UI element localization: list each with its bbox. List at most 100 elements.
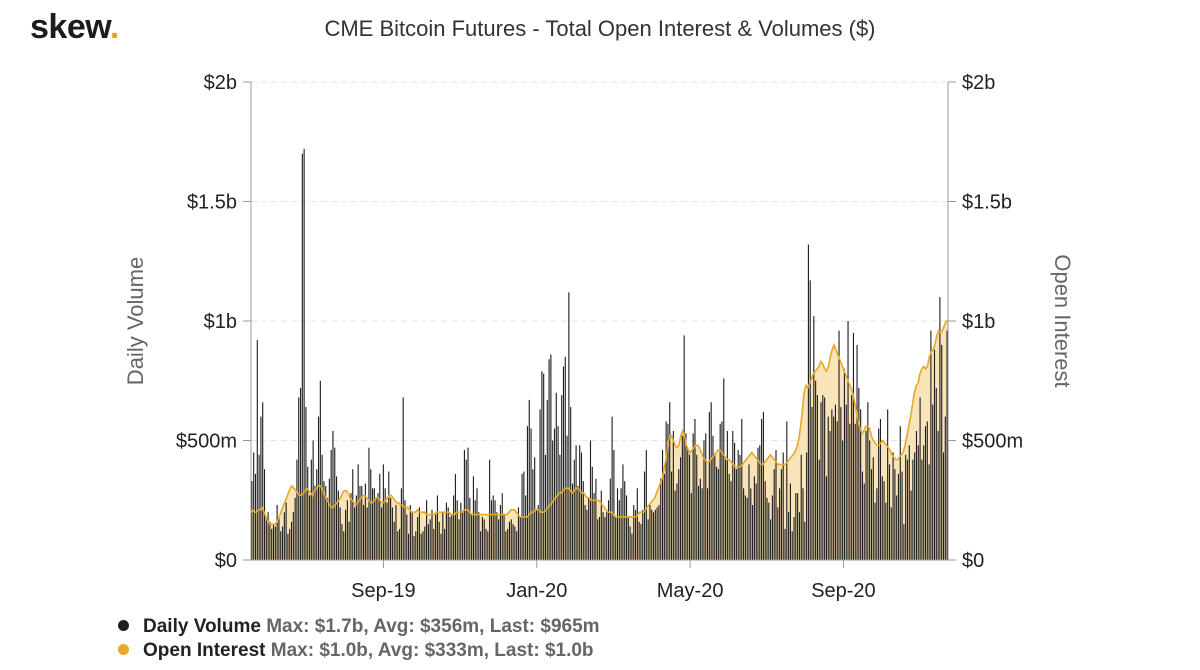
volume-bar [917, 445, 919, 560]
volume-bar [894, 469, 896, 560]
volume-bar [335, 476, 338, 560]
volume-bar [274, 526, 276, 560]
volume-bar [838, 330, 840, 560]
volume-bar [496, 512, 498, 560]
volume-bar [453, 495, 455, 560]
y-tick-label-left: $1.5b [187, 192, 237, 214]
volume-bar [685, 433, 687, 560]
volume-bar [440, 533, 442, 560]
volume-bar [597, 519, 599, 560]
volume-bar [771, 495, 773, 560]
volume-bar [681, 435, 683, 560]
volume-bar [696, 454, 698, 560]
volume-bars [251, 148, 948, 561]
volume-bar [562, 366, 565, 560]
volume-bar [296, 459, 298, 560]
volume-bar [357, 464, 359, 560]
legend-item-daily-volume[interactable]: Daily Volume Max: $1.7b, Avg: $356m, Las… [118, 616, 600, 638]
y-tick-label-left: $1b [204, 311, 237, 333]
volume-bar [519, 516, 521, 560]
volume-bar [368, 447, 370, 560]
volume-bar [634, 509, 637, 560]
volume-bar [705, 433, 707, 560]
volume-bar [624, 481, 626, 560]
volume-bar [523, 471, 525, 560]
volume-bar [265, 516, 267, 560]
volume-bar [688, 454, 691, 560]
volume-bar [618, 500, 620, 560]
volume-bar [485, 528, 487, 560]
volume-bar [537, 505, 539, 560]
volume-bar [806, 452, 808, 560]
volume-bar [307, 466, 309, 560]
skew-logo: skew. [30, 8, 119, 46]
volume-bar [876, 488, 878, 560]
volume-bar [528, 399, 530, 560]
volume-bar [386, 502, 388, 560]
volume-bar [788, 512, 790, 560]
volume-bar [469, 497, 471, 560]
volume-bar [586, 509, 588, 560]
volume-bar [262, 402, 264, 560]
volume-bar [571, 483, 574, 560]
volume-bar [625, 495, 628, 560]
volume-bar [310, 459, 312, 560]
volume-bar [856, 344, 858, 560]
volume-bar [490, 500, 492, 560]
volume-bar [530, 428, 532, 560]
volume-bar [426, 500, 428, 560]
volume-bar [807, 244, 809, 560]
volume-bar [267, 512, 269, 560]
volume-bar [629, 526, 631, 560]
volume-bar [332, 430, 334, 560]
volume-bar [409, 505, 411, 560]
volume-bar [456, 500, 458, 560]
volume-bar [793, 516, 795, 560]
volume-bar [775, 450, 777, 560]
volume-bar [600, 490, 602, 560]
volume-bar [314, 485, 316, 560]
volume-bar [256, 340, 258, 560]
volume-bar [690, 493, 692, 560]
volume-bar [476, 488, 478, 560]
volume-bar [739, 454, 741, 560]
volume-bar [436, 495, 438, 560]
left-axis-title: Daily Volume [123, 257, 148, 385]
volume-bar [816, 395, 818, 560]
volume-bar [260, 416, 262, 560]
volume-bar [881, 476, 883, 560]
volume-bar [652, 512, 655, 560]
volume-bar [912, 459, 914, 560]
volume-bar [874, 502, 876, 560]
volume-bar [406, 514, 408, 560]
volume-bar [595, 478, 597, 560]
volume-bar [813, 316, 815, 560]
volume-bar [480, 531, 482, 560]
volume-bar [451, 514, 453, 560]
volume-bar [858, 387, 860, 560]
volume-bar [494, 500, 496, 560]
volume-bar [285, 502, 287, 560]
legend-item-open-interest[interactable]: Open Interest Max: $1.0b, Avg: $333m, La… [118, 640, 594, 662]
volume-bar [703, 440, 705, 560]
volume-bar [532, 469, 534, 560]
volume-bar [872, 457, 874, 560]
volume-bar [308, 495, 311, 560]
volume-bar [622, 464, 624, 560]
volume-bar [636, 488, 638, 560]
volume-bar [780, 469, 782, 560]
volume-bar [489, 459, 491, 560]
volume-bar [303, 148, 305, 561]
volume-bar [498, 519, 500, 560]
volume-bar [795, 493, 797, 560]
volume-bar [753, 476, 755, 560]
volume-bar [923, 445, 925, 560]
volume-bar [698, 485, 700, 560]
legend-series-name: Open Interest [143, 640, 266, 661]
volume-bar [852, 332, 855, 560]
volume-bar [863, 483, 865, 560]
volume-bar [395, 505, 397, 560]
volume-bar [786, 421, 788, 560]
y-tick-label-right: $500m [962, 431, 1023, 453]
